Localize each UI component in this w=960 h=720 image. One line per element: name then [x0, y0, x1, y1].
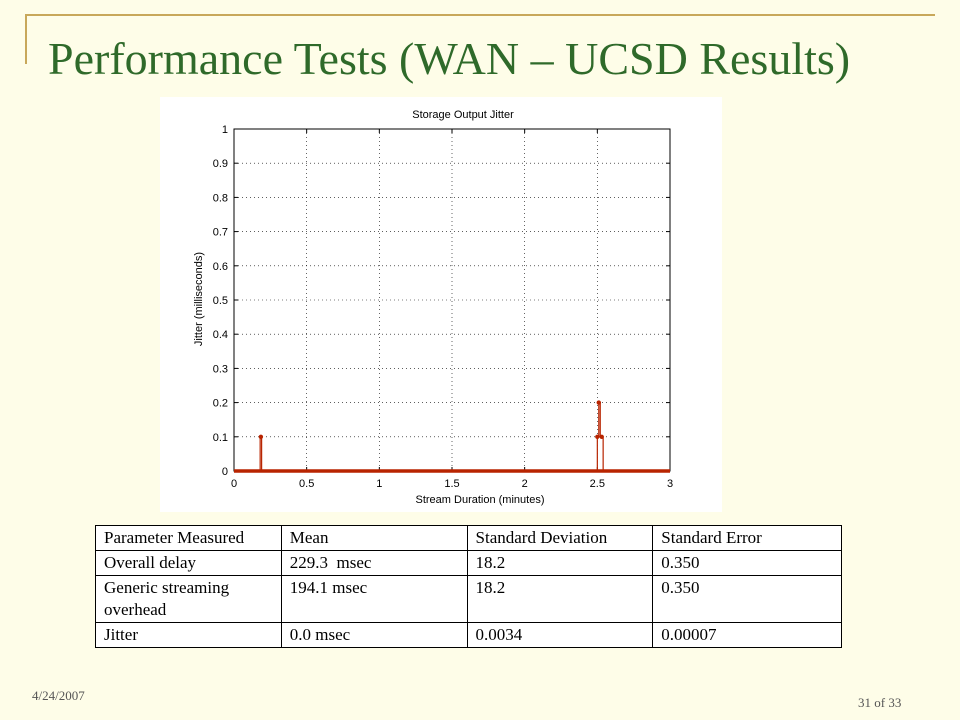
chart-series	[234, 400, 670, 473]
data-point	[596, 400, 601, 405]
y-tick-label: 0.7	[213, 227, 228, 239]
table-cell: Jitter	[95, 622, 282, 648]
slide-title: Performance Tests (WAN – UCSD Results)	[48, 33, 851, 84]
table-cell: 18.2	[466, 550, 654, 576]
table-cell: Generic streaming overhead	[95, 575, 282, 623]
y-tick-label: 0.3	[213, 363, 228, 375]
slide-date: 4/24/2007	[32, 688, 85, 703]
table-row: Jitter 0.0 msec 0.0034 0.00007	[95, 622, 842, 648]
table-cell: 0.350	[652, 550, 842, 576]
y-tick-label: 0.5	[213, 295, 228, 307]
y-tick-label: 0	[222, 466, 228, 478]
x-axis-label: Stream Duration (minutes)	[416, 494, 545, 506]
table-row: Generic streaming overhead 194.1 msec 18…	[95, 575, 842, 623]
x-tick-label: 3	[667, 478, 673, 490]
x-tick-label: 0	[231, 478, 237, 490]
table-cell: 0.0034	[466, 622, 654, 648]
jitter-chart: Storage Output Jitter 0 0.5 1 1.5 2 2.5 3 0 0.1 0…	[160, 97, 722, 512]
y-tick-label: 0.4	[213, 329, 228, 341]
table-cell: 0.00007	[652, 622, 842, 648]
chart-title: Storage Output Jitter	[412, 109, 514, 121]
table-cell: Overall delay	[95, 550, 282, 576]
y-tick-label: 0.1	[213, 432, 228, 444]
chart-ticks: 0 0.5 1 1.5 2 2.5 3 0 0.1 0.2 0.3 0.4 0.5 0.6 0.7 0.8 0.…	[213, 124, 673, 490]
y-tick-label: 0.6	[213, 261, 228, 273]
x-tick-label: 2.5	[590, 478, 605, 490]
table-cell: 18.2	[466, 575, 654, 623]
x-tick-label: 2	[522, 478, 528, 490]
x-tick-label: 1.5	[444, 478, 459, 490]
table-row: Overall delay 229.3 msec 18.2 0.350	[95, 550, 842, 576]
series-line	[234, 402, 670, 472]
results-table: Parameter Measured Mean Standard Deviati…	[95, 525, 842, 648]
y-axis-label: Jitter (milliseconds)	[193, 252, 205, 346]
table-header-row: Parameter Measured Mean Standard Deviati…	[95, 525, 842, 551]
table-cell: 229.3 msec	[280, 550, 468, 576]
x-tick-label: 0.5	[299, 478, 314, 490]
data-point	[599, 434, 604, 439]
header-std-dev: Standard Deviation	[466, 525, 654, 551]
x-tick-label: 1	[376, 478, 382, 490]
table-cell: 194.1 msec	[280, 575, 468, 623]
accent-line-horizontal	[25, 14, 935, 16]
chart-grid	[234, 129, 670, 471]
header-mean: Mean	[280, 525, 468, 551]
y-tick-label: 0.8	[213, 192, 228, 204]
y-tick-label: 0.2	[213, 398, 228, 410]
data-point	[258, 434, 264, 439]
header-parameter: Parameter Measured	[95, 525, 282, 551]
data-point	[595, 434, 600, 439]
table-cell: 0.350	[652, 575, 842, 623]
accent-line-vertical	[25, 14, 27, 64]
y-tick-label: 1	[222, 124, 228, 136]
table-cell: 0.0 msec	[280, 622, 468, 648]
page-number: 31 of 33	[858, 695, 902, 710]
plot-frame	[233, 128, 671, 472]
header-std-error: Standard Error	[652, 525, 842, 551]
jitter-chart-svg: Storage Output Jitter 0 0.5 1 1.5 2 2.5 300.10…	[193, 109, 673, 506]
y-tick-label: 0.9	[213, 158, 228, 170]
